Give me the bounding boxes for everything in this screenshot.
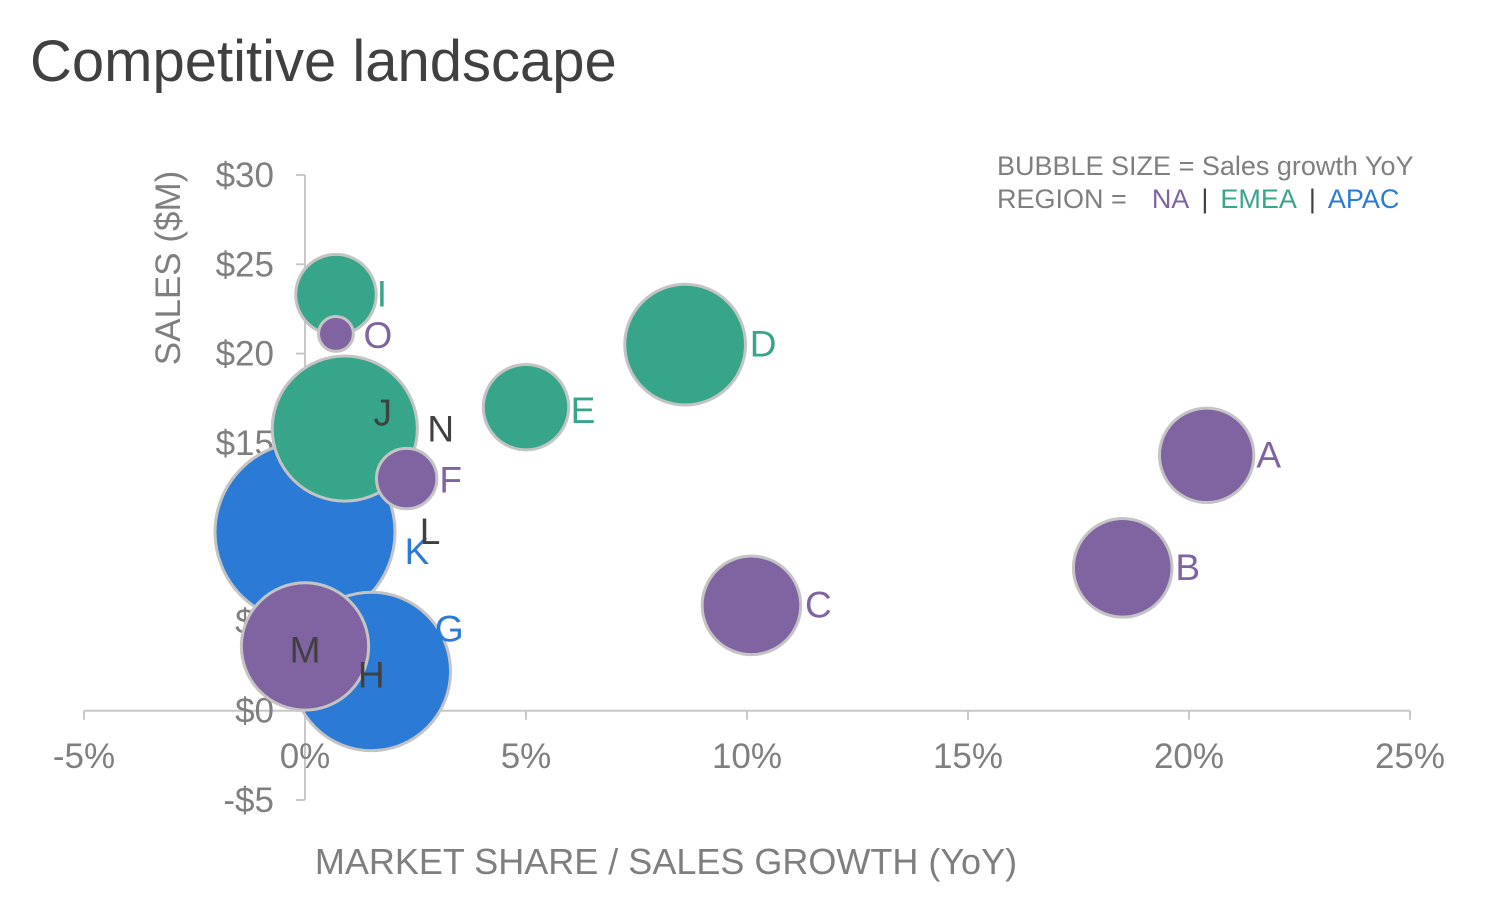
point-label-i: I	[377, 274, 387, 315]
point-label-l: L	[420, 511, 441, 552]
y-tick-label: -$5	[223, 781, 274, 820]
x-tick-label: 25%	[1375, 737, 1445, 776]
point-label-j: J	[374, 393, 393, 434]
point-label-g: G	[435, 608, 464, 649]
y-tick-label: $20	[216, 335, 274, 374]
point-label-b: B	[1175, 547, 1200, 588]
point-label-m: M	[290, 629, 321, 670]
point-label-c: C	[805, 584, 832, 625]
bubble-m	[239, 581, 371, 712]
bubble-d	[623, 282, 747, 407]
legend-region-na: NA	[1151, 184, 1190, 214]
chart-title: Competitive landscape	[30, 29, 617, 94]
legend-region-emea: EMEA	[1220, 184, 1297, 214]
x-tick-label: 10%	[712, 737, 782, 776]
bubble-a	[1157, 406, 1256, 505]
point-label-k: K	[405, 531, 430, 572]
legend-region-apac: APAC	[1327, 184, 1400, 214]
legend-size-text: BUBBLE SIZE = Sales growth YoY	[997, 151, 1414, 181]
x-tick-label: 5%	[501, 737, 552, 776]
point-label-d: D	[750, 324, 777, 365]
x-tick-label: 20%	[1154, 737, 1224, 776]
legend-separator: |	[1308, 184, 1316, 214]
point-label-n: N	[427, 409, 454, 450]
point-label-h: H	[358, 654, 385, 695]
x-tick-label: -5%	[53, 737, 115, 776]
bubble-layer	[213, 252, 1256, 753]
legend-separator: |	[1201, 184, 1209, 214]
bubble-o	[317, 315, 355, 353]
legend-size-note: BUBBLE SIZE = Sales growth YoY	[997, 151, 1413, 182]
bubble-e	[481, 362, 571, 452]
y-tick-label: $30	[216, 156, 274, 195]
point-label-layer: A B C D E F G H I J KL M N O	[290, 274, 1282, 696]
point-label-f: F	[439, 460, 462, 501]
point-label-e: E	[571, 390, 596, 431]
bubble-b	[1071, 517, 1174, 619]
y-axis-title: SALES ($M)	[149, 171, 188, 366]
x-tick-label: 15%	[933, 737, 1003, 776]
legend-region-prefix: REGION =	[997, 184, 1127, 214]
bubble-c	[700, 554, 803, 657]
y-tick-label: $25	[216, 245, 274, 284]
point-label-a: A	[1256, 434, 1281, 475]
x-axis-title: MARKET SHARE / SALES GROWTH (YoY)	[315, 841, 1017, 882]
bubble-f	[374, 446, 439, 511]
point-label-o: O	[364, 315, 393, 356]
legend-regions: REGION = NA | EMEA | APAC	[997, 184, 1399, 215]
x-tick-label: 0%	[280, 737, 331, 776]
